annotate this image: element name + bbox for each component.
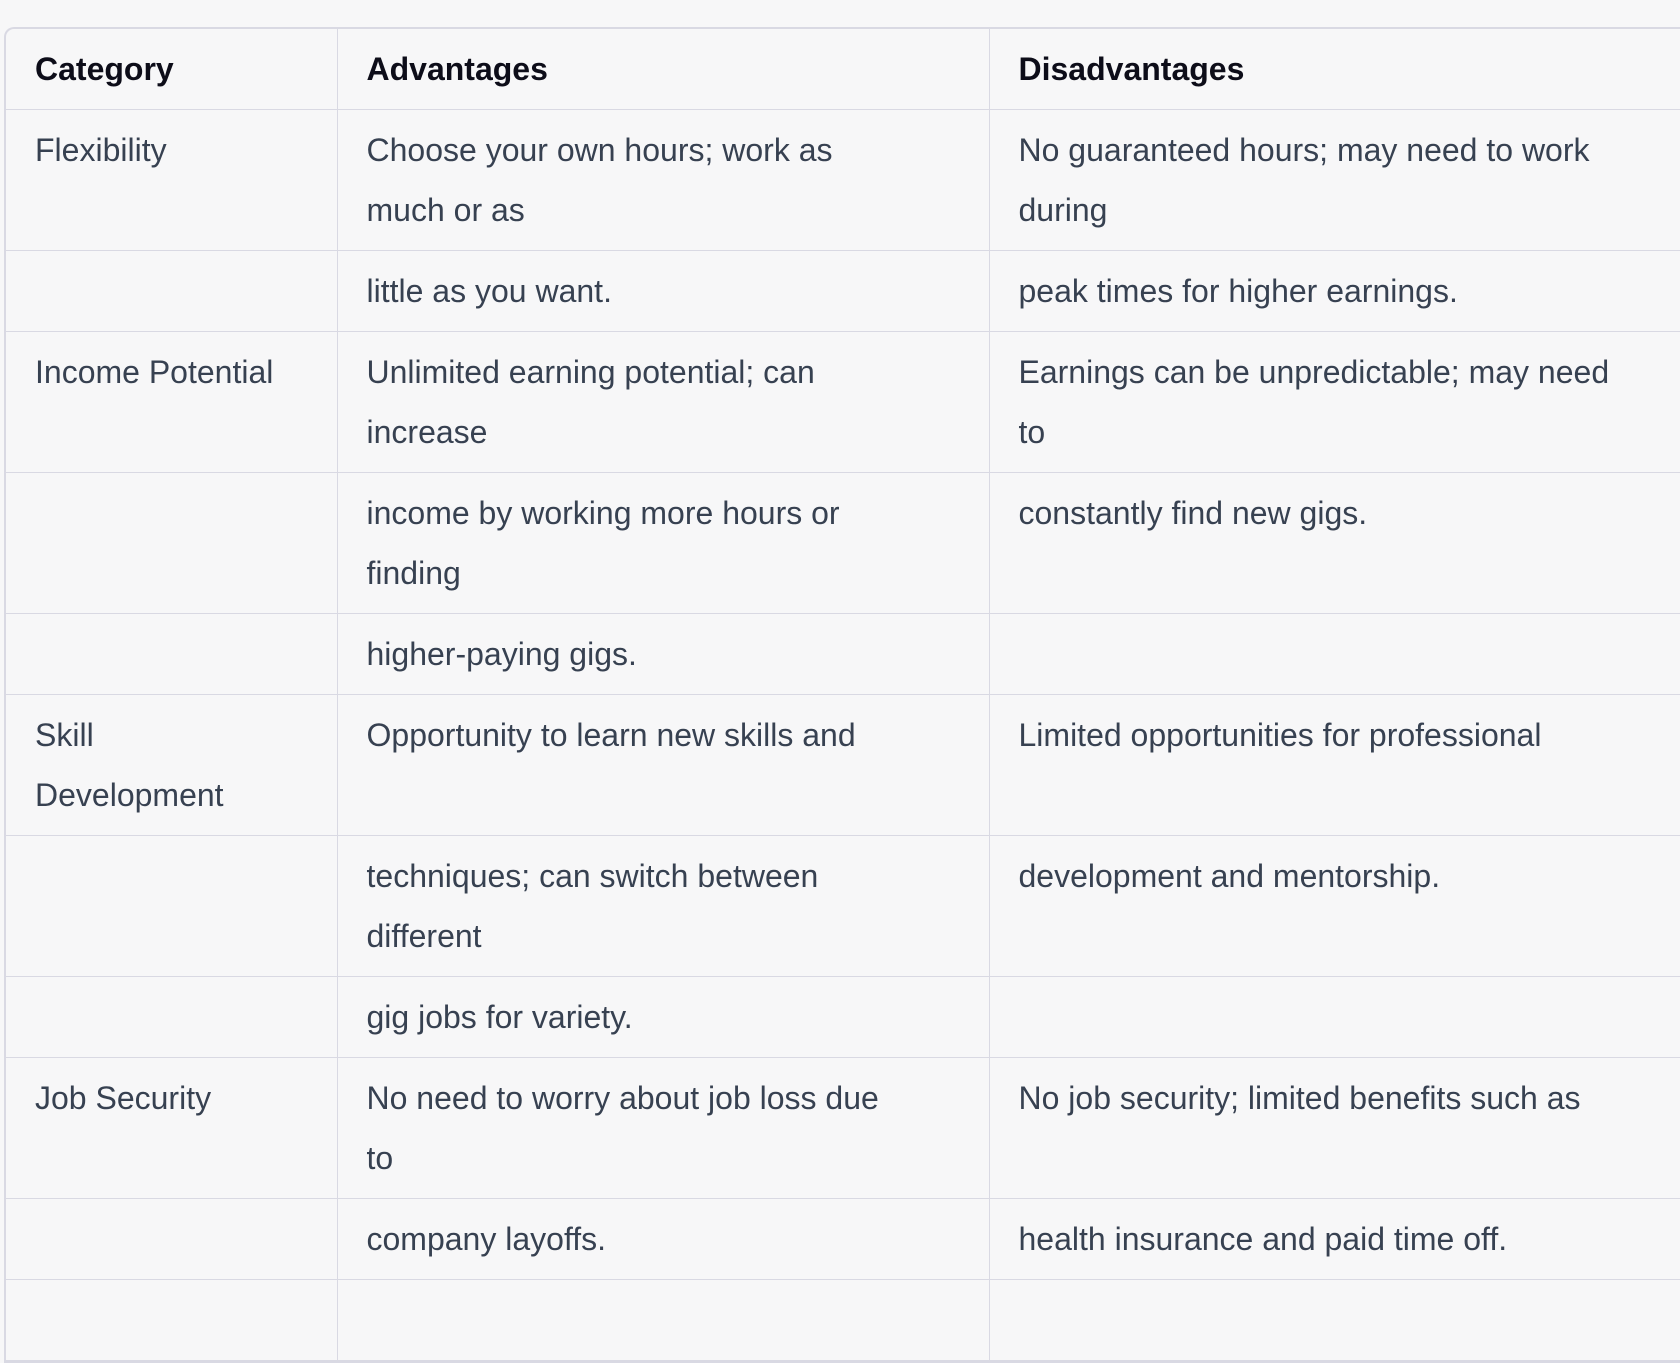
comparison-table: Category Advantages Disadvantages Flexib… bbox=[6, 29, 1680, 1361]
cell-category: Flexibility bbox=[6, 109, 338, 251]
table-row: Income Potential Unlimited earning potent… bbox=[6, 331, 1680, 473]
cell-disadvantages bbox=[988, 976, 1680, 1058]
cell-category: Skill Development bbox=[6, 694, 338, 836]
cell-category bbox=[6, 835, 338, 977]
cell-advantages: No need to worry about job loss due to bbox=[336, 1057, 990, 1199]
header-disadvantages: Disadvantages bbox=[988, 29, 1680, 110]
cell-advantages: Choose your own hours; work as much or a… bbox=[336, 109, 990, 251]
cell-advantages: income by working more hours or finding bbox=[336, 472, 990, 614]
cell-category bbox=[6, 1198, 338, 1280]
table-body: Flexibility Choose your own hours; work a… bbox=[6, 109, 1680, 1361]
cell-disadvantages bbox=[988, 613, 1680, 695]
cell-disadvantages: development and mentorship. bbox=[988, 835, 1680, 977]
table-row: gig jobs for variety. bbox=[6, 976, 1680, 1058]
cell-advantages: gig jobs for variety. bbox=[336, 976, 990, 1058]
comparison-table-container: Category Advantages Disadvantages Flexib… bbox=[4, 27, 1680, 1363]
cell-advantages: company layoffs. bbox=[336, 1198, 990, 1280]
table-row-partial bbox=[6, 1279, 1680, 1361]
table-row: higher-paying gigs. bbox=[6, 613, 1680, 695]
cell-advantages: Unlimited earning potential; can increas… bbox=[336, 331, 990, 473]
table-row: little as you want. peak times for higher… bbox=[6, 250, 1680, 332]
table-row: Skill Development Opportunity to learn ne… bbox=[6, 694, 1680, 836]
header-category: Category bbox=[6, 29, 338, 110]
cell-advantages: higher-paying gigs. bbox=[336, 613, 990, 695]
cell-disadvantages: health insurance and paid time off. bbox=[988, 1198, 1680, 1280]
cell-advantages: techniques; can switch between different bbox=[336, 835, 990, 977]
cell-advantages: little as you want. bbox=[336, 250, 990, 332]
cell-category bbox=[6, 250, 338, 332]
table-row: income by working more hours or finding c… bbox=[6, 472, 1680, 614]
cell-category: Job Security bbox=[6, 1057, 338, 1199]
cell-advantages bbox=[336, 1279, 990, 1361]
table-row: company layoffs. health insurance and pai… bbox=[6, 1198, 1680, 1280]
table-row: Job Security No need to worry about job l… bbox=[6, 1057, 1680, 1199]
cell-disadvantages: peak times for higher earnings. bbox=[988, 250, 1680, 332]
header-advantages: Advantages bbox=[336, 29, 990, 110]
cell-disadvantages bbox=[988, 1279, 1680, 1361]
cell-disadvantages: Earnings can be unpredictable; may need … bbox=[988, 331, 1680, 473]
cell-category bbox=[6, 1279, 338, 1361]
cell-disadvantages: No job security; limited benefits such a… bbox=[988, 1057, 1680, 1199]
cell-disadvantages: Limited opportunities for professional bbox=[988, 694, 1680, 836]
header-row: Category Advantages Disadvantages bbox=[6, 29, 1680, 110]
cell-category bbox=[6, 613, 338, 695]
cell-disadvantages: No guaranteed hours; may need to work du… bbox=[988, 109, 1680, 251]
cell-category bbox=[6, 976, 338, 1058]
table-row: Flexibility Choose your own hours; work a… bbox=[6, 109, 1680, 251]
table-row: techniques; can switch between different… bbox=[6, 835, 1680, 977]
cell-advantages: Opportunity to learn new skills and bbox=[336, 694, 990, 836]
cell-disadvantages: constantly find new gigs. bbox=[988, 472, 1680, 614]
cell-category: Income Potential bbox=[6, 331, 338, 473]
cell-category bbox=[6, 472, 338, 614]
